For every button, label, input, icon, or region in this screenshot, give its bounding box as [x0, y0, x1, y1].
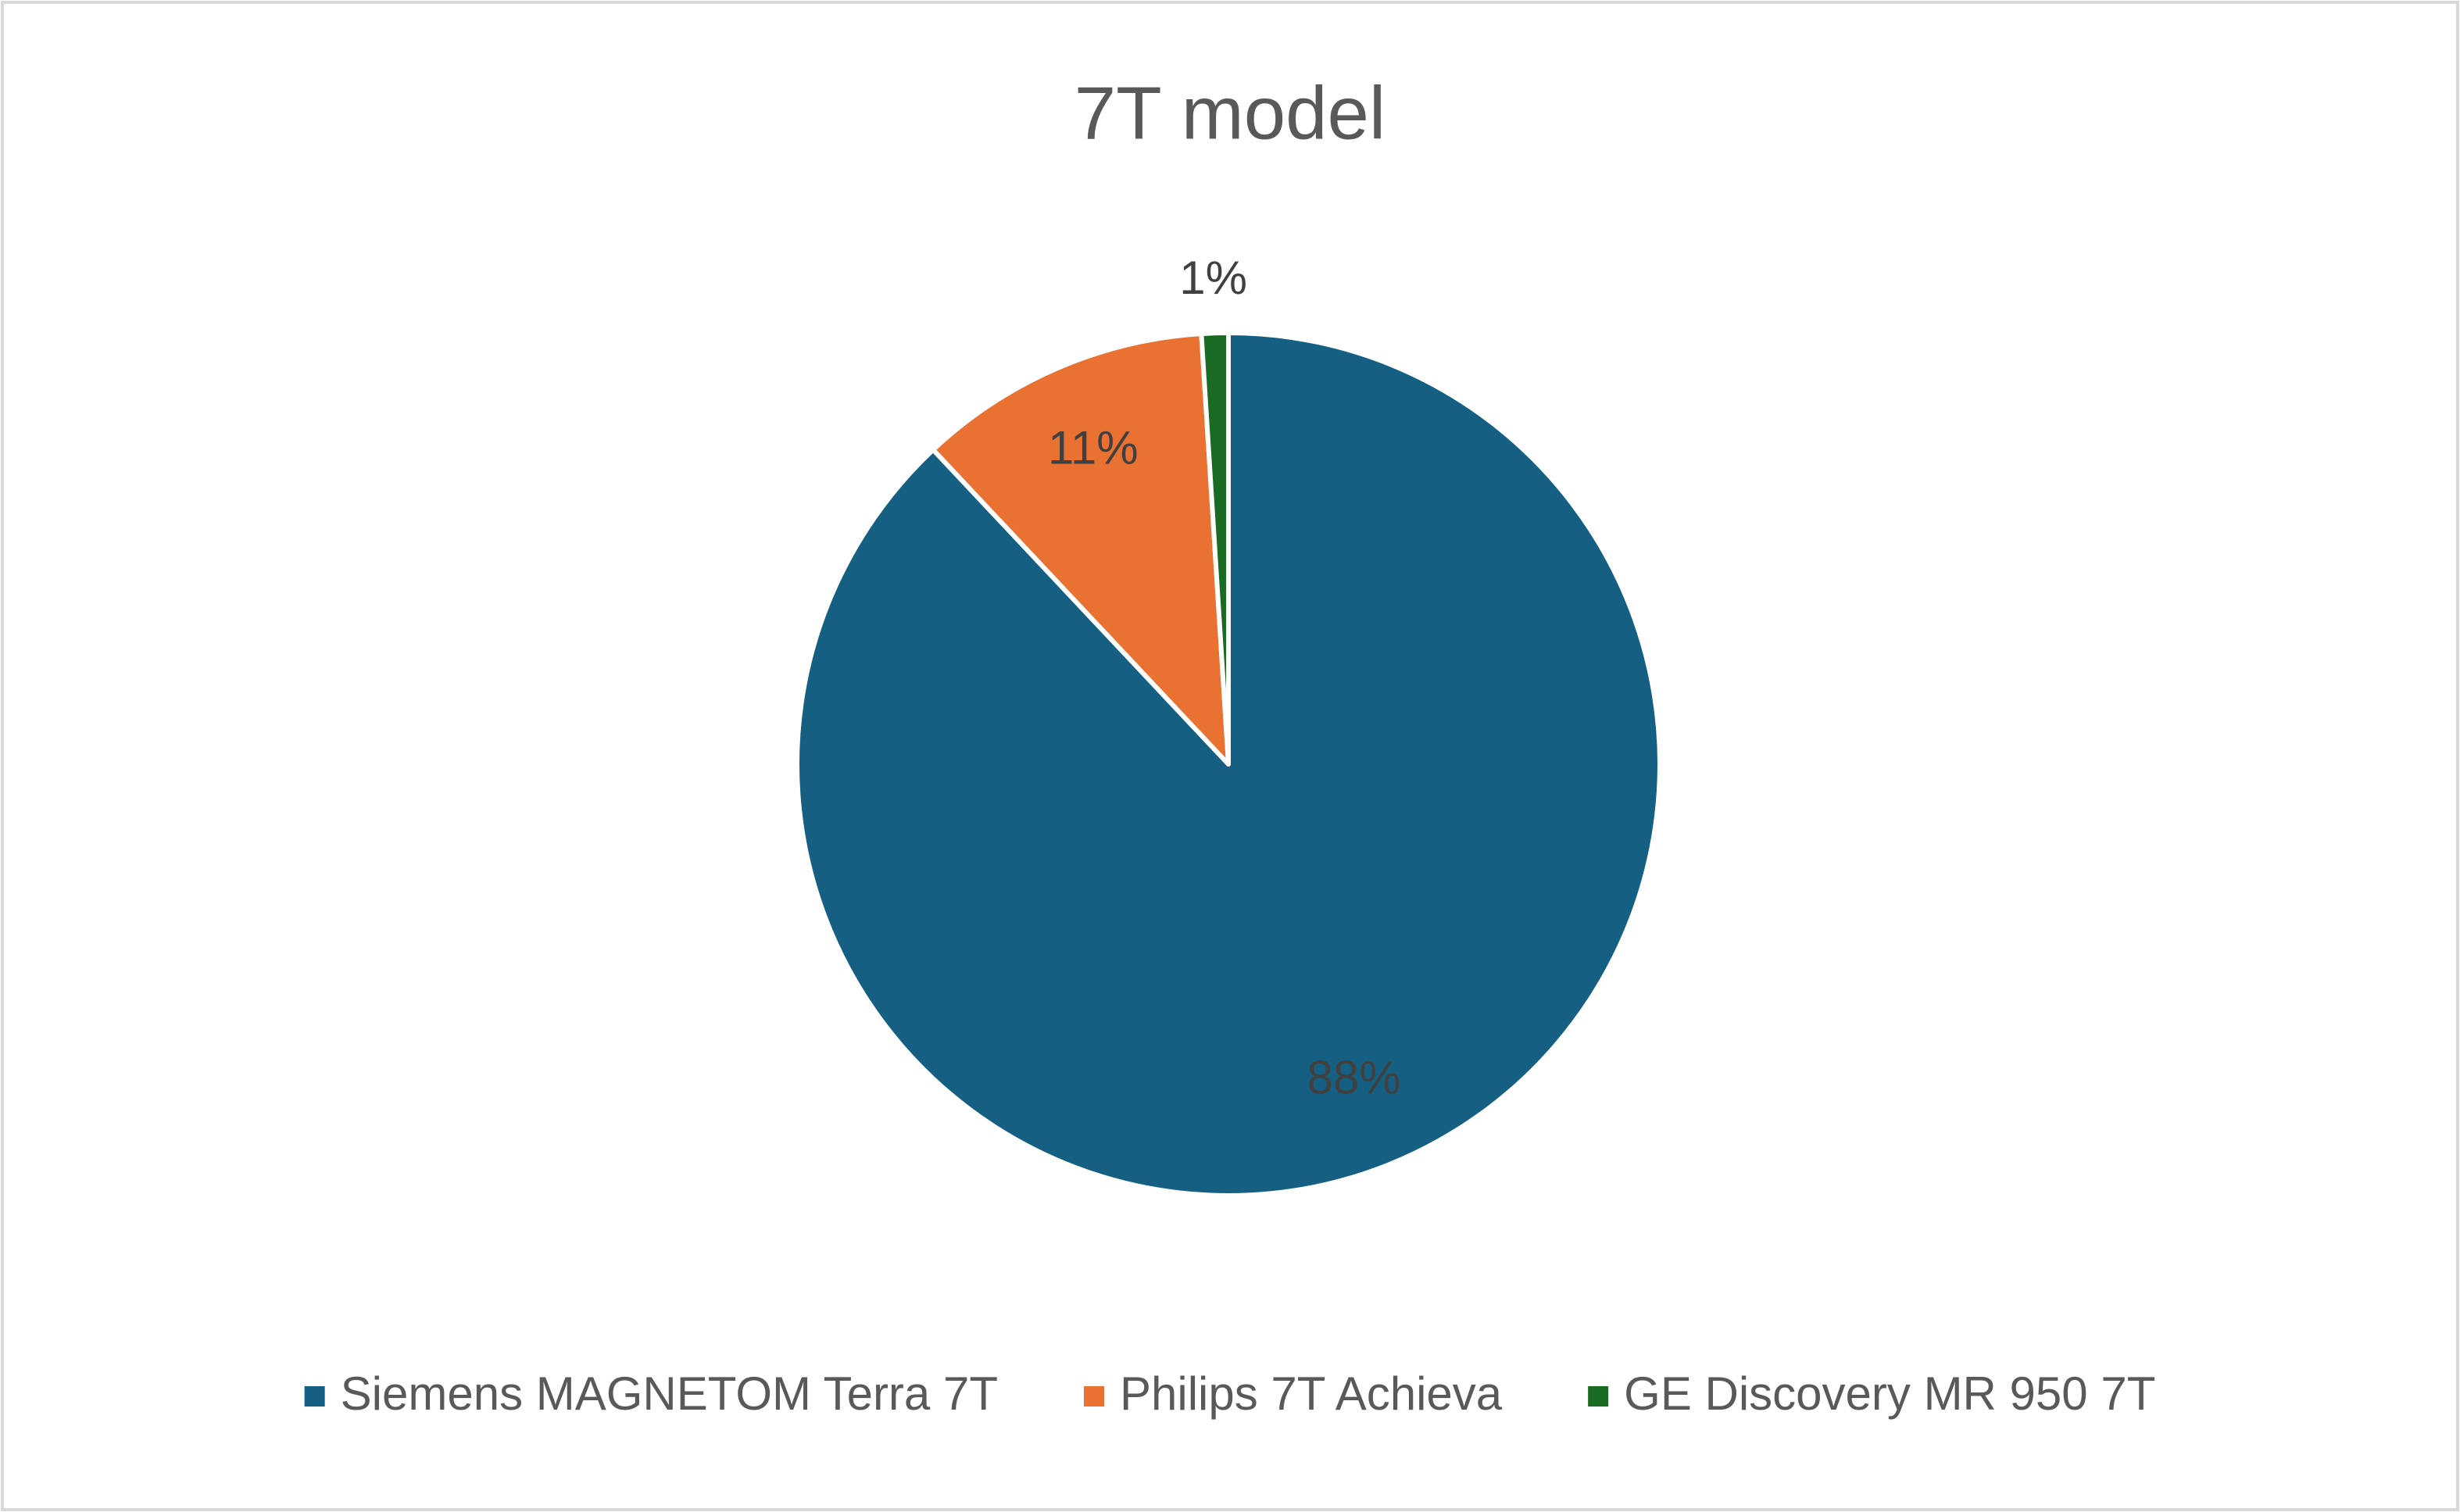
legend-label: Philips 7T Achieva [1120, 1367, 1503, 1420]
legend: Siemens MAGNETOM Terra 7T Philips 7T Achi… [304, 1367, 2155, 1420]
pie-slice [931, 331, 1231, 767]
legend-swatch [304, 1386, 325, 1407]
pie-slice [795, 331, 1662, 1198]
pie-slice [1199, 331, 1231, 767]
pie: 88% 11% 1% [795, 252, 1662, 1198]
legend-label: GE Discovery MR 950 7T [1624, 1367, 2155, 1420]
data-label: 11% [1048, 422, 1139, 474]
data-label: 88% [1307, 1051, 1400, 1103]
legend-swatch [1588, 1386, 1609, 1407]
chart-title: 7T model [1074, 71, 1386, 155]
data-label: 1% [1179, 252, 1247, 304]
legend-swatch [1083, 1386, 1104, 1407]
legend-label: Siemens MAGNETOM Terra 7T [341, 1367, 998, 1420]
